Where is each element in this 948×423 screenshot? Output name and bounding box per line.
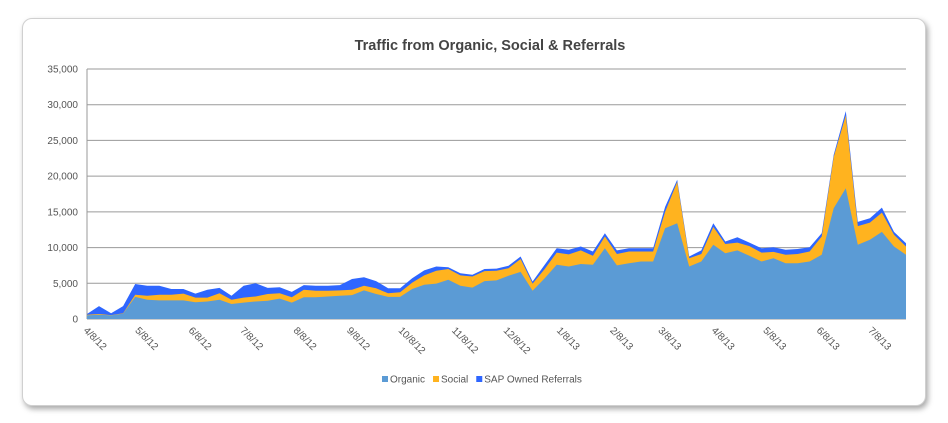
x-tick-label: 6/8/13 bbox=[814, 325, 842, 353]
x-tick-label: 11/8/12 bbox=[449, 325, 480, 356]
legend-swatch bbox=[382, 376, 388, 382]
x-tick-label: 5/8/13 bbox=[761, 325, 789, 353]
x-tick-label: 10/8/12 bbox=[396, 325, 428, 357]
legend-label: Social bbox=[441, 375, 468, 386]
legend: Organic Social SAP Owned Referrals bbox=[382, 375, 582, 386]
y-tick-label: 25,000 bbox=[47, 136, 78, 147]
legend-label: Organic bbox=[390, 375, 425, 386]
x-tick-label: 4/8/13 bbox=[709, 325, 737, 353]
y-tick-label: 35,000 bbox=[47, 65, 78, 76]
y-tick-label: 0 bbox=[72, 315, 78, 326]
y-axis-ticks: 0 5,000 10,000 15,000 20,000 25,000 30,000 35,0… bbox=[47, 65, 78, 326]
x-tick-label: 7/8/13 bbox=[865, 325, 893, 353]
legend-swatch bbox=[476, 376, 483, 382]
y-tick-label: 20,000 bbox=[47, 172, 78, 183]
x-tick-label: 1/8/13 bbox=[554, 325, 582, 353]
area-organic bbox=[87, 188, 906, 319]
y-tick-label: 15,000 bbox=[47, 207, 78, 218]
x-tick-label: 7/8/12 bbox=[237, 325, 265, 353]
chart-title: Traffic from Organic, Social & Referrals bbox=[355, 38, 626, 54]
x-tick-label: 12/8/12 bbox=[501, 325, 533, 357]
x-tick-label: 6/8/12 bbox=[186, 325, 214, 353]
y-tick-label: 10,000 bbox=[47, 243, 78, 254]
y-tick-label: 30,000 bbox=[47, 100, 78, 111]
x-tick-label: 4/8/12 bbox=[81, 325, 109, 353]
x-axis-ticks: 4/8/12 5/8/12 6/8/12 7/8/12 8/8/12 9/8/12 10/8… bbox=[81, 325, 893, 357]
x-tick-label: 5/8/12 bbox=[132, 325, 160, 353]
x-tick-label: 3/8/13 bbox=[656, 325, 684, 353]
areas bbox=[87, 111, 906, 320]
x-tick-label: 9/8/12 bbox=[344, 325, 372, 353]
x-tick-label: 8/8/12 bbox=[291, 325, 319, 353]
legend-label: SAP Owned Referrals bbox=[484, 375, 582, 386]
x-tick-label: 2/8/13 bbox=[607, 325, 635, 353]
y-tick-label: 5,000 bbox=[53, 279, 78, 290]
legend-swatch bbox=[433, 376, 440, 382]
